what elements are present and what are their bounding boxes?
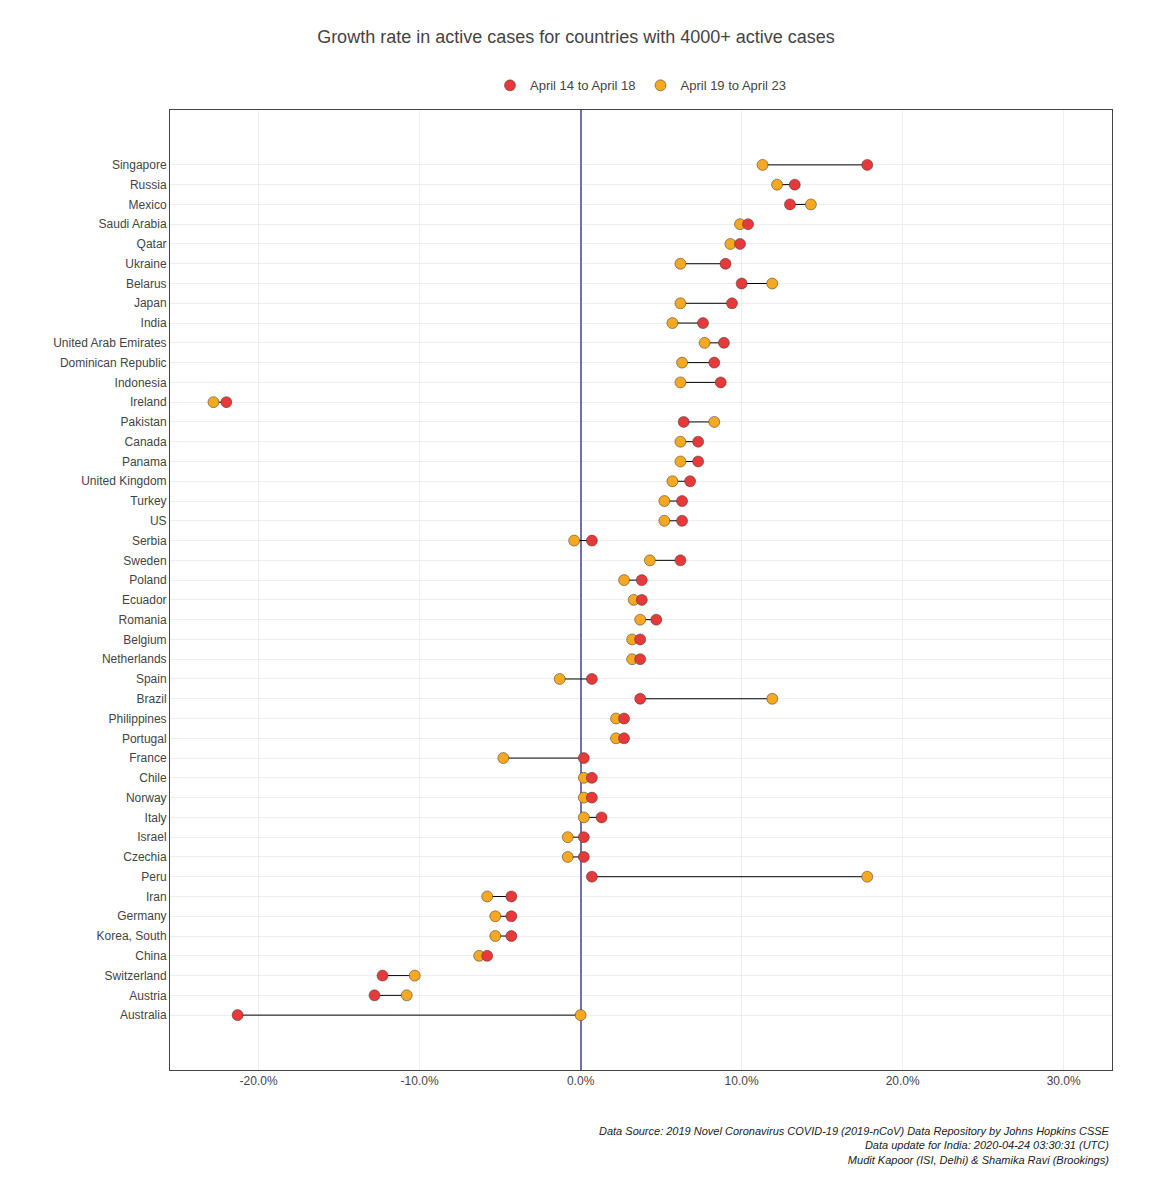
svg-text:Philippines: Philippines	[109, 712, 167, 726]
svg-text:Romania: Romania	[119, 613, 167, 627]
svg-text:China: China	[135, 949, 167, 963]
svg-text:Czechia: Czechia	[123, 850, 167, 864]
svg-text:Growth rate in active cases fo: Growth rate in active cases for countrie…	[317, 27, 835, 47]
svg-text:Ecuador: Ecuador	[122, 593, 167, 607]
svg-text:Netherlands: Netherlands	[102, 652, 167, 666]
svg-text:Panama: Panama	[122, 455, 167, 469]
svg-text:Qatar: Qatar	[137, 237, 167, 251]
svg-text:Spain: Spain	[136, 672, 167, 686]
svg-text:Serbia: Serbia	[132, 534, 167, 548]
svg-text:Belarus: Belarus	[126, 277, 167, 291]
svg-text:Peru: Peru	[141, 870, 166, 884]
svg-text:Germany: Germany	[117, 909, 166, 923]
svg-text:US: US	[150, 514, 167, 528]
svg-text:-20.0%: -20.0%	[240, 1074, 278, 1088]
svg-text:United Arab Emirates: United Arab Emirates	[53, 336, 166, 350]
svg-text:Norway: Norway	[126, 791, 167, 805]
svg-text:Russia: Russia	[130, 178, 167, 192]
svg-text:April 19 to April 23: April 19 to April 23	[681, 78, 787, 93]
svg-text:0.0%: 0.0%	[567, 1074, 595, 1088]
svg-text:Ireland: Ireland	[130, 395, 167, 409]
svg-text:Italy: Italy	[145, 811, 167, 825]
svg-text:Mexico: Mexico	[129, 198, 167, 212]
svg-text:Switzerland: Switzerland	[105, 969, 167, 983]
svg-text:United Kingdom: United Kingdom	[81, 474, 166, 488]
svg-text:Canada: Canada	[125, 435, 167, 449]
svg-text:Australia: Australia	[120, 1008, 167, 1022]
svg-text:Austria: Austria	[129, 989, 167, 1003]
svg-text:Iran: Iran	[146, 890, 167, 904]
svg-text:Saudi Arabia: Saudi Arabia	[99, 217, 167, 231]
svg-text:-10.0%: -10.0%	[401, 1074, 439, 1088]
svg-text:India: India	[141, 316, 167, 330]
svg-text:Turkey: Turkey	[130, 494, 166, 508]
svg-text:Chile: Chile	[139, 771, 167, 785]
svg-text:20.0%: 20.0%	[886, 1074, 920, 1088]
svg-text:Sweden: Sweden	[123, 554, 166, 568]
svg-text:Belgium: Belgium	[123, 633, 166, 647]
svg-text:Brazil: Brazil	[137, 692, 167, 706]
svg-text:France: France	[129, 751, 167, 765]
svg-text:10.0%: 10.0%	[725, 1074, 759, 1088]
svg-text:Dominican Republic: Dominican Republic	[60, 356, 167, 370]
svg-text:Indonesia: Indonesia	[115, 376, 167, 390]
svg-text:Data Source: 2019 Novel Corona: Data Source: 2019 Novel Coronavirus COVI…	[599, 1125, 1110, 1166]
svg-text:Portugal: Portugal	[122, 732, 167, 746]
svg-text:Pakistan: Pakistan	[121, 415, 167, 429]
svg-text:Singapore: Singapore	[112, 158, 167, 172]
svg-text:Ukraine: Ukraine	[125, 257, 167, 271]
svg-text:Japan: Japan	[134, 296, 167, 310]
svg-text:Poland: Poland	[129, 573, 166, 587]
svg-text:Korea, South: Korea, South	[97, 929, 167, 943]
svg-text:Israel: Israel	[137, 830, 166, 844]
svg-text:April 14 to April 18: April 14 to April 18	[530, 78, 636, 93]
svg-text:30.0%: 30.0%	[1047, 1074, 1081, 1088]
